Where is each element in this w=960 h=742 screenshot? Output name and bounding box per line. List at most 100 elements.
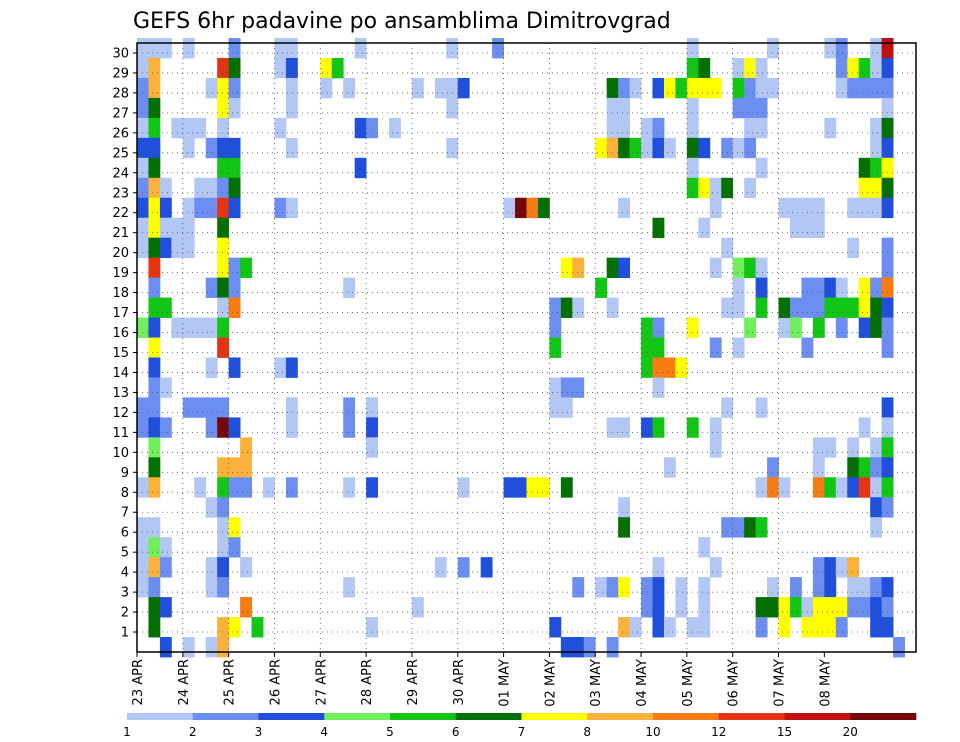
heatmap-cell <box>721 297 734 318</box>
heatmap-cell <box>801 197 814 219</box>
colorbar-swatch <box>784 713 851 720</box>
heatmap-cell <box>652 417 665 438</box>
heatmap-cell <box>778 317 791 338</box>
heatmap-cell <box>709 77 722 99</box>
heatmap-cell <box>881 317 894 338</box>
heatmap-cell <box>560 477 573 498</box>
heatmap-cell <box>732 57 745 79</box>
heatmap-cell <box>721 137 734 159</box>
heatmap-cell <box>411 597 424 618</box>
x-tick-label: 25 APR <box>223 659 238 705</box>
heatmap-cell <box>881 157 894 179</box>
heatmap-cell <box>228 177 241 199</box>
heatmap-cell <box>618 257 631 279</box>
heatmap-cell <box>137 217 149 239</box>
heatmap-cell <box>847 457 860 478</box>
heatmap-cell <box>560 257 573 279</box>
heatmap-cell <box>606 417 619 438</box>
heatmap-cell <box>446 77 459 99</box>
heatmap-cell <box>835 477 848 498</box>
heatmap-cell <box>618 197 631 219</box>
colorbar-swatch <box>455 713 522 720</box>
heatmap-cell <box>285 397 298 418</box>
heatmap-cell <box>137 417 149 438</box>
heatmap-cell <box>824 277 837 298</box>
y-tick-label: 19 <box>112 266 129 281</box>
heatmap-cell <box>171 317 184 338</box>
heatmap-cell <box>274 117 287 139</box>
heatmap-cell <box>629 617 642 638</box>
heatmap-cell <box>285 97 298 119</box>
heatmap-cell <box>228 537 241 558</box>
heatmap-cell <box>663 77 676 99</box>
heatmap-cell <box>137 117 149 139</box>
heatmap-cell <box>870 457 883 478</box>
colorbar-tick-label: 20 <box>843 725 858 739</box>
colorbar-swatch <box>127 713 194 720</box>
heatmap-cell <box>812 197 825 219</box>
heatmap-cell <box>354 117 367 139</box>
heatmap-cell <box>824 617 837 638</box>
heatmap-cell <box>629 137 642 159</box>
heatmap-cell <box>858 317 871 338</box>
heatmap-cell <box>801 597 814 618</box>
heatmap-cell <box>285 77 298 99</box>
heatmap-cell <box>457 77 470 99</box>
heatmap-cell <box>858 417 871 438</box>
heatmap-cell <box>755 77 768 99</box>
heatmap-cell <box>824 297 837 318</box>
heatmap-cell <box>285 417 298 438</box>
heatmap-cell <box>789 577 802 598</box>
heatmap-cell <box>812 557 825 578</box>
heatmap-cell <box>217 317 230 338</box>
heatmap-cell <box>343 77 356 99</box>
heatmap-cell <box>411 77 424 99</box>
heatmap-cell <box>744 97 757 119</box>
heatmap-cell <box>755 157 768 179</box>
heatmap-cell <box>228 97 241 119</box>
heatmap-cell <box>205 317 218 338</box>
heatmap-cell <box>789 597 802 618</box>
heatmap-cell <box>457 477 470 498</box>
heatmap-cell <box>618 517 631 538</box>
heatmap-cell <box>858 457 871 478</box>
heatmap-cell <box>159 38 172 59</box>
colorbar-swatch <box>587 713 654 720</box>
heatmap-cell <box>354 38 367 59</box>
heatmap-cell <box>148 38 161 59</box>
heatmap-cell <box>515 477 527 498</box>
heatmap-cell <box>881 577 894 598</box>
heatmap-cell <box>801 617 814 638</box>
heatmap-cell <box>675 77 688 99</box>
heatmap-cell <box>641 337 653 358</box>
heatmap-cell <box>285 357 298 378</box>
heatmap-cell <box>228 297 241 318</box>
heatmap-cell <box>217 137 230 159</box>
heatmap-cell <box>755 57 768 79</box>
heatmap-cell <box>663 357 676 378</box>
heatmap-cell <box>870 477 883 498</box>
heatmap-cell <box>767 38 779 59</box>
heatmap-cell <box>217 57 230 79</box>
heatmap-cell <box>686 137 699 159</box>
heatmap-cell <box>789 217 802 239</box>
heatmap-cell <box>263 477 275 498</box>
heatmap-cell <box>228 277 241 298</box>
heatmap-cell <box>675 577 688 598</box>
colorbar-tick-label: 1 <box>123 725 131 739</box>
heatmap-cell <box>812 437 825 458</box>
heatmap-cell <box>182 117 195 139</box>
heatmap-cell <box>148 457 161 478</box>
heatmap-cell <box>778 477 791 498</box>
y-axis-ticks: 1234567891011121314151617181920212223242… <box>112 46 137 641</box>
heatmap-cell <box>354 157 367 179</box>
heatmap-cell <box>812 617 825 638</box>
heatmap-cell <box>148 237 161 259</box>
colorbar-swatch <box>850 713 917 720</box>
heatmap-cell <box>148 557 161 578</box>
heatmap-cell <box>137 97 149 119</box>
heatmap-cell <box>228 157 241 179</box>
heatmap-cell <box>228 77 241 99</box>
heatmap-cell <box>835 77 848 99</box>
heatmap-cell <box>446 38 459 59</box>
